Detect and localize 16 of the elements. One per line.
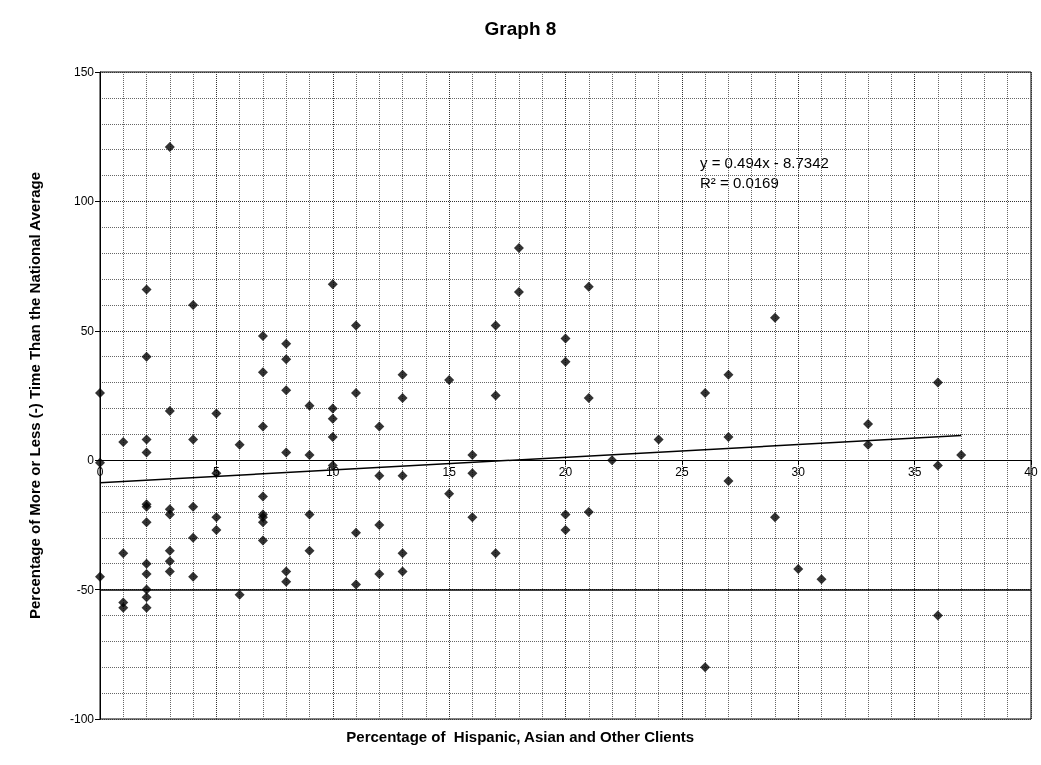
x-axis-title: Percentage of Hispanic, Asian and Other Clients [346,728,695,745]
x-tick-label: 25 [675,465,689,480]
y-axis-title: Percentage of More or Less (-) Time Than the National Average [26,171,43,620]
x-tick-label: 15 [442,465,457,480]
y-tick-label: -50 [76,582,95,597]
y-tick-label: 0 [87,453,95,468]
x-tick-label: 20 [558,465,573,480]
annotation: R² = 0.0169 [699,174,779,191]
x-tick-label: 35 [907,465,922,480]
chart-title: Graph 8 [484,18,557,39]
y-tick-label: 100 [73,194,95,209]
y-tick-label: -100 [69,712,95,726]
x-tick-label: 30 [791,465,806,480]
y-tick-label: 50 [80,323,95,338]
x-tick-label: 40 [1024,465,1038,480]
y-tick-label: 150 [73,65,95,79]
